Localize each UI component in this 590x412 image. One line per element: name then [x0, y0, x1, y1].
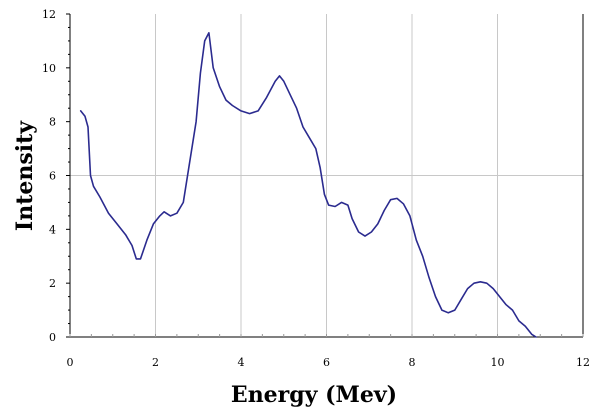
x-tick-label: 2	[152, 356, 159, 369]
series	[79, 31, 537, 338]
x-tick-label: 10	[491, 356, 505, 369]
grid	[70, 14, 583, 337]
y-tick-label: 0	[49, 331, 56, 344]
tick-labels: 0 2 4 6 8 10 12 0 2 4 6 8 10 12	[42, 8, 590, 369]
x-tick-label: 6	[323, 356, 330, 369]
y-tick-label: 10	[42, 62, 56, 75]
x-tick-label: 12	[576, 356, 590, 369]
ticks	[66, 13, 584, 338]
y-tick-label: 12	[42, 8, 56, 21]
y-tick-label: 2	[49, 277, 56, 290]
y-axis-title: Intensity	[12, 120, 38, 231]
y-tick-label: 4	[49, 223, 56, 236]
y-tick-label: 8	[49, 116, 56, 129]
y-tick-label: 6	[49, 170, 56, 183]
series-line	[79, 31, 537, 338]
x-tick-label: 0	[67, 356, 74, 369]
x-tick-label: 8	[409, 356, 416, 369]
x-axis-title: Energy (Mev)	[231, 382, 397, 408]
x-tick-label: 4	[238, 356, 245, 369]
